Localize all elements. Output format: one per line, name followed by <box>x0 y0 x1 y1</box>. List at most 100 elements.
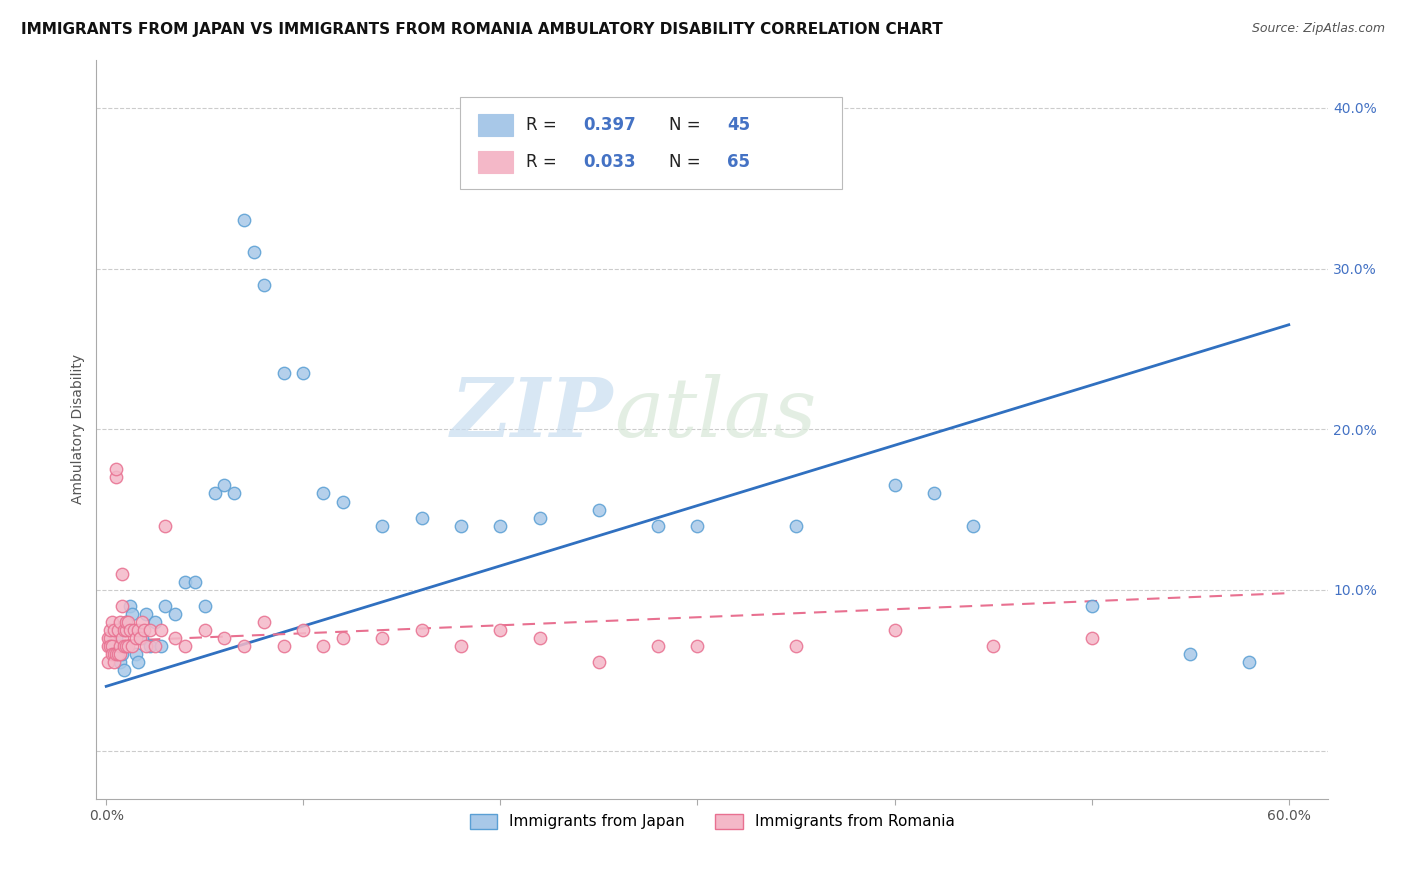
Bar <box>478 151 513 173</box>
Point <box>105 647 128 661</box>
Point <box>647 639 669 653</box>
Point <box>107 623 129 637</box>
Point <box>273 366 295 380</box>
Legend: Immigrants from Japan, Immigrants from Romania: Immigrants from Japan, Immigrants from R… <box>464 808 962 836</box>
Point <box>273 639 295 653</box>
Point <box>883 623 905 637</box>
Point <box>883 478 905 492</box>
Text: 0.397: 0.397 <box>583 116 636 134</box>
Point <box>150 623 173 637</box>
Bar <box>478 113 513 136</box>
Point <box>155 599 177 613</box>
Point <box>103 647 125 661</box>
Point <box>204 486 226 500</box>
Point <box>115 623 138 637</box>
Point <box>1239 655 1261 669</box>
Y-axis label: Ambulatory Disability: Ambulatory Disability <box>72 354 86 504</box>
Point <box>128 631 150 645</box>
Point <box>165 607 187 621</box>
Point <box>118 623 141 637</box>
Text: IMMIGRANTS FROM JAPAN VS IMMIGRANTS FROM ROMANIA AMBULATORY DISABILITY CORRELATI: IMMIGRANTS FROM JAPAN VS IMMIGRANTS FROM… <box>21 22 943 37</box>
FancyBboxPatch shape <box>460 96 842 189</box>
Point <box>962 518 984 533</box>
Point <box>111 647 134 661</box>
Point <box>450 518 472 533</box>
Point <box>132 623 155 637</box>
Point <box>112 663 135 677</box>
Point <box>97 655 120 669</box>
Text: atlas: atlas <box>614 375 815 454</box>
Point <box>194 599 217 613</box>
Point <box>101 639 124 653</box>
Text: N =: N = <box>669 153 706 170</box>
Point <box>312 639 335 653</box>
Point <box>107 647 129 661</box>
Point <box>214 631 236 645</box>
Point <box>115 639 138 653</box>
Point <box>115 615 138 629</box>
Point <box>101 639 124 653</box>
Text: 0.033: 0.033 <box>583 153 636 170</box>
Point <box>647 518 669 533</box>
Point <box>253 615 276 629</box>
Point <box>101 647 124 661</box>
Point <box>686 518 709 533</box>
Point <box>105 462 128 476</box>
Point <box>138 623 160 637</box>
Point <box>125 631 148 645</box>
Point <box>155 518 177 533</box>
Point <box>122 623 145 637</box>
Point <box>214 478 236 492</box>
Point <box>135 607 157 621</box>
Text: Source: ZipAtlas.com: Source: ZipAtlas.com <box>1251 22 1385 36</box>
Point <box>184 574 207 589</box>
Point <box>588 502 610 516</box>
Point <box>1080 599 1102 613</box>
Point <box>111 566 134 581</box>
Point <box>127 655 149 669</box>
Point <box>131 631 153 645</box>
Point <box>165 631 187 645</box>
Point <box>121 607 143 621</box>
Point <box>103 655 125 669</box>
Point <box>489 623 512 637</box>
Point <box>150 639 173 653</box>
Point <box>411 623 433 637</box>
Point <box>112 623 135 637</box>
Point <box>529 631 551 645</box>
Point <box>588 655 610 669</box>
Point <box>97 631 120 645</box>
Point <box>785 518 807 533</box>
Text: 45: 45 <box>727 116 751 134</box>
Point <box>103 623 125 637</box>
Point <box>111 599 134 613</box>
Point <box>115 615 138 629</box>
Point <box>312 486 335 500</box>
Point <box>332 494 354 508</box>
Point <box>489 518 512 533</box>
Point <box>922 486 945 500</box>
Point <box>121 639 143 653</box>
Point <box>138 639 160 653</box>
Point <box>233 639 256 653</box>
Point <box>529 510 551 524</box>
Point <box>450 639 472 653</box>
Point <box>117 615 139 629</box>
Point <box>194 623 217 637</box>
Point <box>1180 647 1202 661</box>
Point <box>411 510 433 524</box>
Point <box>131 615 153 629</box>
Point <box>125 647 148 661</box>
Point <box>105 470 128 484</box>
Point <box>981 639 1004 653</box>
Point <box>253 277 276 292</box>
Point <box>98 639 121 653</box>
Point <box>174 639 197 653</box>
Point <box>785 639 807 653</box>
Point <box>135 639 157 653</box>
Point <box>145 639 167 653</box>
Point <box>101 615 124 629</box>
Text: R =: R = <box>526 153 562 170</box>
Point <box>292 366 315 380</box>
Text: ZIP: ZIP <box>451 375 614 454</box>
